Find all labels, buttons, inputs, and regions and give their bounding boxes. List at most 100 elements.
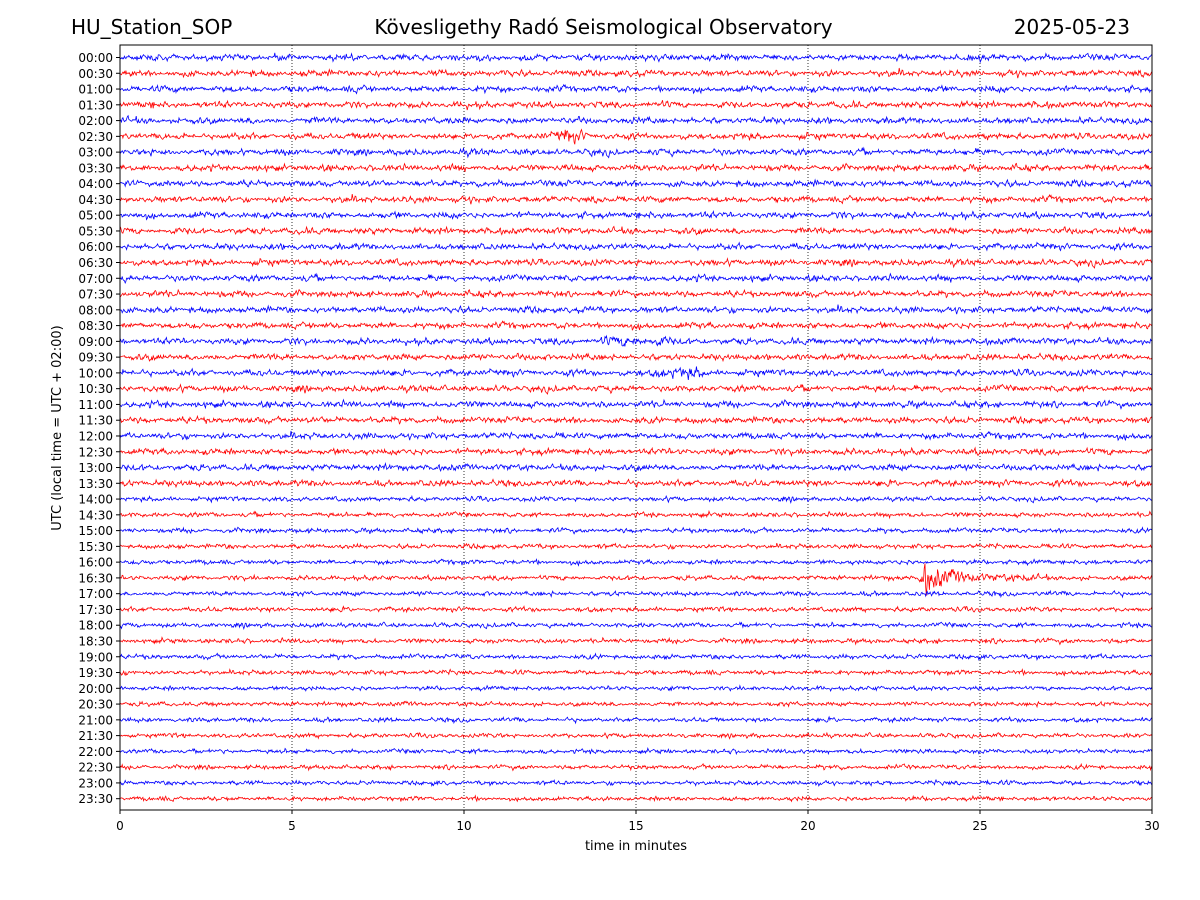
y-tick-label: 05:00 bbox=[78, 209, 113, 223]
y-tick-label: 13:00 bbox=[78, 461, 113, 475]
trace-0630 bbox=[119, 257, 1153, 269]
x-tick-label: 5 bbox=[288, 819, 296, 833]
trace-1330 bbox=[119, 478, 1153, 489]
trace-0800 bbox=[119, 304, 1153, 315]
y-tick-label: 09:00 bbox=[78, 335, 113, 349]
y-tick-label: 16:30 bbox=[78, 571, 113, 585]
x-tick-label: 25 bbox=[972, 819, 987, 833]
y-tick-label: 00:30 bbox=[78, 67, 113, 81]
trace-0830 bbox=[119, 320, 1153, 331]
x-ticks: 0 5 10 15 20 25 30 bbox=[116, 810, 1160, 833]
trace-1100 bbox=[119, 398, 1153, 410]
trace-group bbox=[119, 52, 1153, 803]
x-tick-label: 30 bbox=[1144, 819, 1159, 833]
trace-0600 bbox=[119, 241, 1153, 252]
y-tick-label: 08:00 bbox=[78, 303, 113, 317]
y-tick-label: 00:00 bbox=[78, 51, 113, 65]
y-tick-label: 14:00 bbox=[78, 493, 113, 507]
grid-lines bbox=[291, 45, 981, 810]
y-tick-label: 23:30 bbox=[78, 792, 113, 806]
trace-1130 bbox=[119, 414, 1153, 425]
trace-2230 bbox=[119, 762, 1153, 772]
y-tick-label: 10:00 bbox=[78, 366, 113, 380]
trace-1700 bbox=[119, 589, 1153, 599]
y-tick-label: 18:00 bbox=[78, 619, 113, 633]
y-tick-label: 11:30 bbox=[78, 414, 113, 428]
record-date: 2025-05-23 bbox=[1013, 15, 1130, 39]
trace-0030 bbox=[119, 67, 1153, 79]
trace-1430 bbox=[119, 509, 1153, 520]
trace-2330 bbox=[119, 794, 1153, 803]
trace-0730 bbox=[119, 288, 1153, 299]
y-tick-label: 23:00 bbox=[78, 776, 113, 790]
trace-2000 bbox=[119, 684, 1153, 692]
trace-1900 bbox=[119, 652, 1153, 662]
y-tick-label: 06:30 bbox=[78, 256, 113, 270]
trace-0330 bbox=[119, 162, 1152, 174]
y-tick-label: 09:30 bbox=[78, 351, 113, 365]
trace-0900 bbox=[119, 334, 1153, 347]
y-tick-label: 02:00 bbox=[78, 114, 113, 128]
y-tick-label: 12:30 bbox=[78, 445, 113, 459]
trace-1730 bbox=[119, 605, 1153, 614]
trace-1000 bbox=[119, 366, 1153, 381]
y-tick-label: 01:00 bbox=[78, 83, 113, 97]
y-tick-label: 04:30 bbox=[78, 193, 113, 207]
trace-2130 bbox=[119, 731, 1153, 740]
trace-1030 bbox=[119, 383, 1153, 395]
y-tick-label: 15:30 bbox=[78, 540, 113, 554]
y-tick-label: 22:00 bbox=[78, 745, 113, 759]
y-axis-label: UTC (local time = UTC + 02:00) bbox=[50, 325, 65, 530]
trace-2300 bbox=[119, 778, 1153, 788]
trace-0500 bbox=[119, 209, 1153, 221]
y-tick-label: 06:00 bbox=[78, 240, 113, 254]
trace-2030 bbox=[119, 700, 1153, 709]
y-tick-label: 11:00 bbox=[78, 398, 113, 412]
x-tick-label: 20 bbox=[800, 819, 815, 833]
trace-1500 bbox=[119, 526, 1153, 535]
station-name: HU_Station_SOP bbox=[71, 15, 233, 39]
y-tick-label: 12:00 bbox=[78, 429, 113, 443]
trace-0000 bbox=[119, 52, 1153, 64]
y-tick-label: 07:00 bbox=[78, 272, 113, 286]
trace-0130 bbox=[119, 99, 1153, 111]
y-tick-label: 02:30 bbox=[78, 130, 113, 144]
y-tick-label: 20:00 bbox=[78, 682, 113, 696]
trace-0700 bbox=[119, 272, 1153, 284]
y-tick-label: 05:30 bbox=[78, 224, 113, 238]
y-tick-label: 19:30 bbox=[78, 666, 113, 680]
trace-0200 bbox=[119, 114, 1153, 126]
trace-0230 bbox=[119, 128, 1153, 145]
trace-1930 bbox=[119, 668, 1153, 677]
y-tick-label: 03:00 bbox=[78, 146, 113, 160]
y-tick-label: 21:30 bbox=[78, 729, 113, 743]
y-tick-label: 15:00 bbox=[78, 524, 113, 538]
x-axis-label: time in minutes bbox=[585, 839, 687, 854]
trace-1630 bbox=[119, 563, 1153, 596]
y-tick-label: 20:30 bbox=[78, 698, 113, 712]
y-tick-label: 03:30 bbox=[78, 161, 113, 175]
y-tick-label: 19:00 bbox=[78, 650, 113, 664]
trace-1530 bbox=[119, 542, 1153, 551]
trace-1200 bbox=[119, 430, 1153, 442]
y-tick-label: 16:00 bbox=[78, 556, 113, 570]
trace-0100 bbox=[119, 83, 1153, 95]
y-tick-label: 08:30 bbox=[78, 319, 113, 333]
trace-1230 bbox=[119, 446, 1153, 458]
trace-1830 bbox=[119, 636, 1153, 646]
y-tick-label: 17:30 bbox=[78, 603, 113, 617]
trace-0400 bbox=[119, 178, 1153, 188]
y-tick-label: 22:30 bbox=[78, 761, 113, 775]
trace-0430 bbox=[119, 193, 1153, 205]
x-tick-label: 0 bbox=[116, 819, 124, 833]
trace-2100 bbox=[119, 715, 1153, 725]
y-tick-label: 04:00 bbox=[78, 177, 113, 191]
y-tick-label: 17:00 bbox=[78, 587, 113, 601]
y-tick-label: 21:00 bbox=[78, 713, 113, 727]
y-tick-label: 07:30 bbox=[78, 288, 113, 302]
y-tick-label: 10:30 bbox=[78, 382, 113, 396]
y-tick-label: 01:30 bbox=[78, 98, 113, 112]
trace-2200 bbox=[119, 746, 1153, 756]
trace-0930 bbox=[120, 352, 1153, 363]
